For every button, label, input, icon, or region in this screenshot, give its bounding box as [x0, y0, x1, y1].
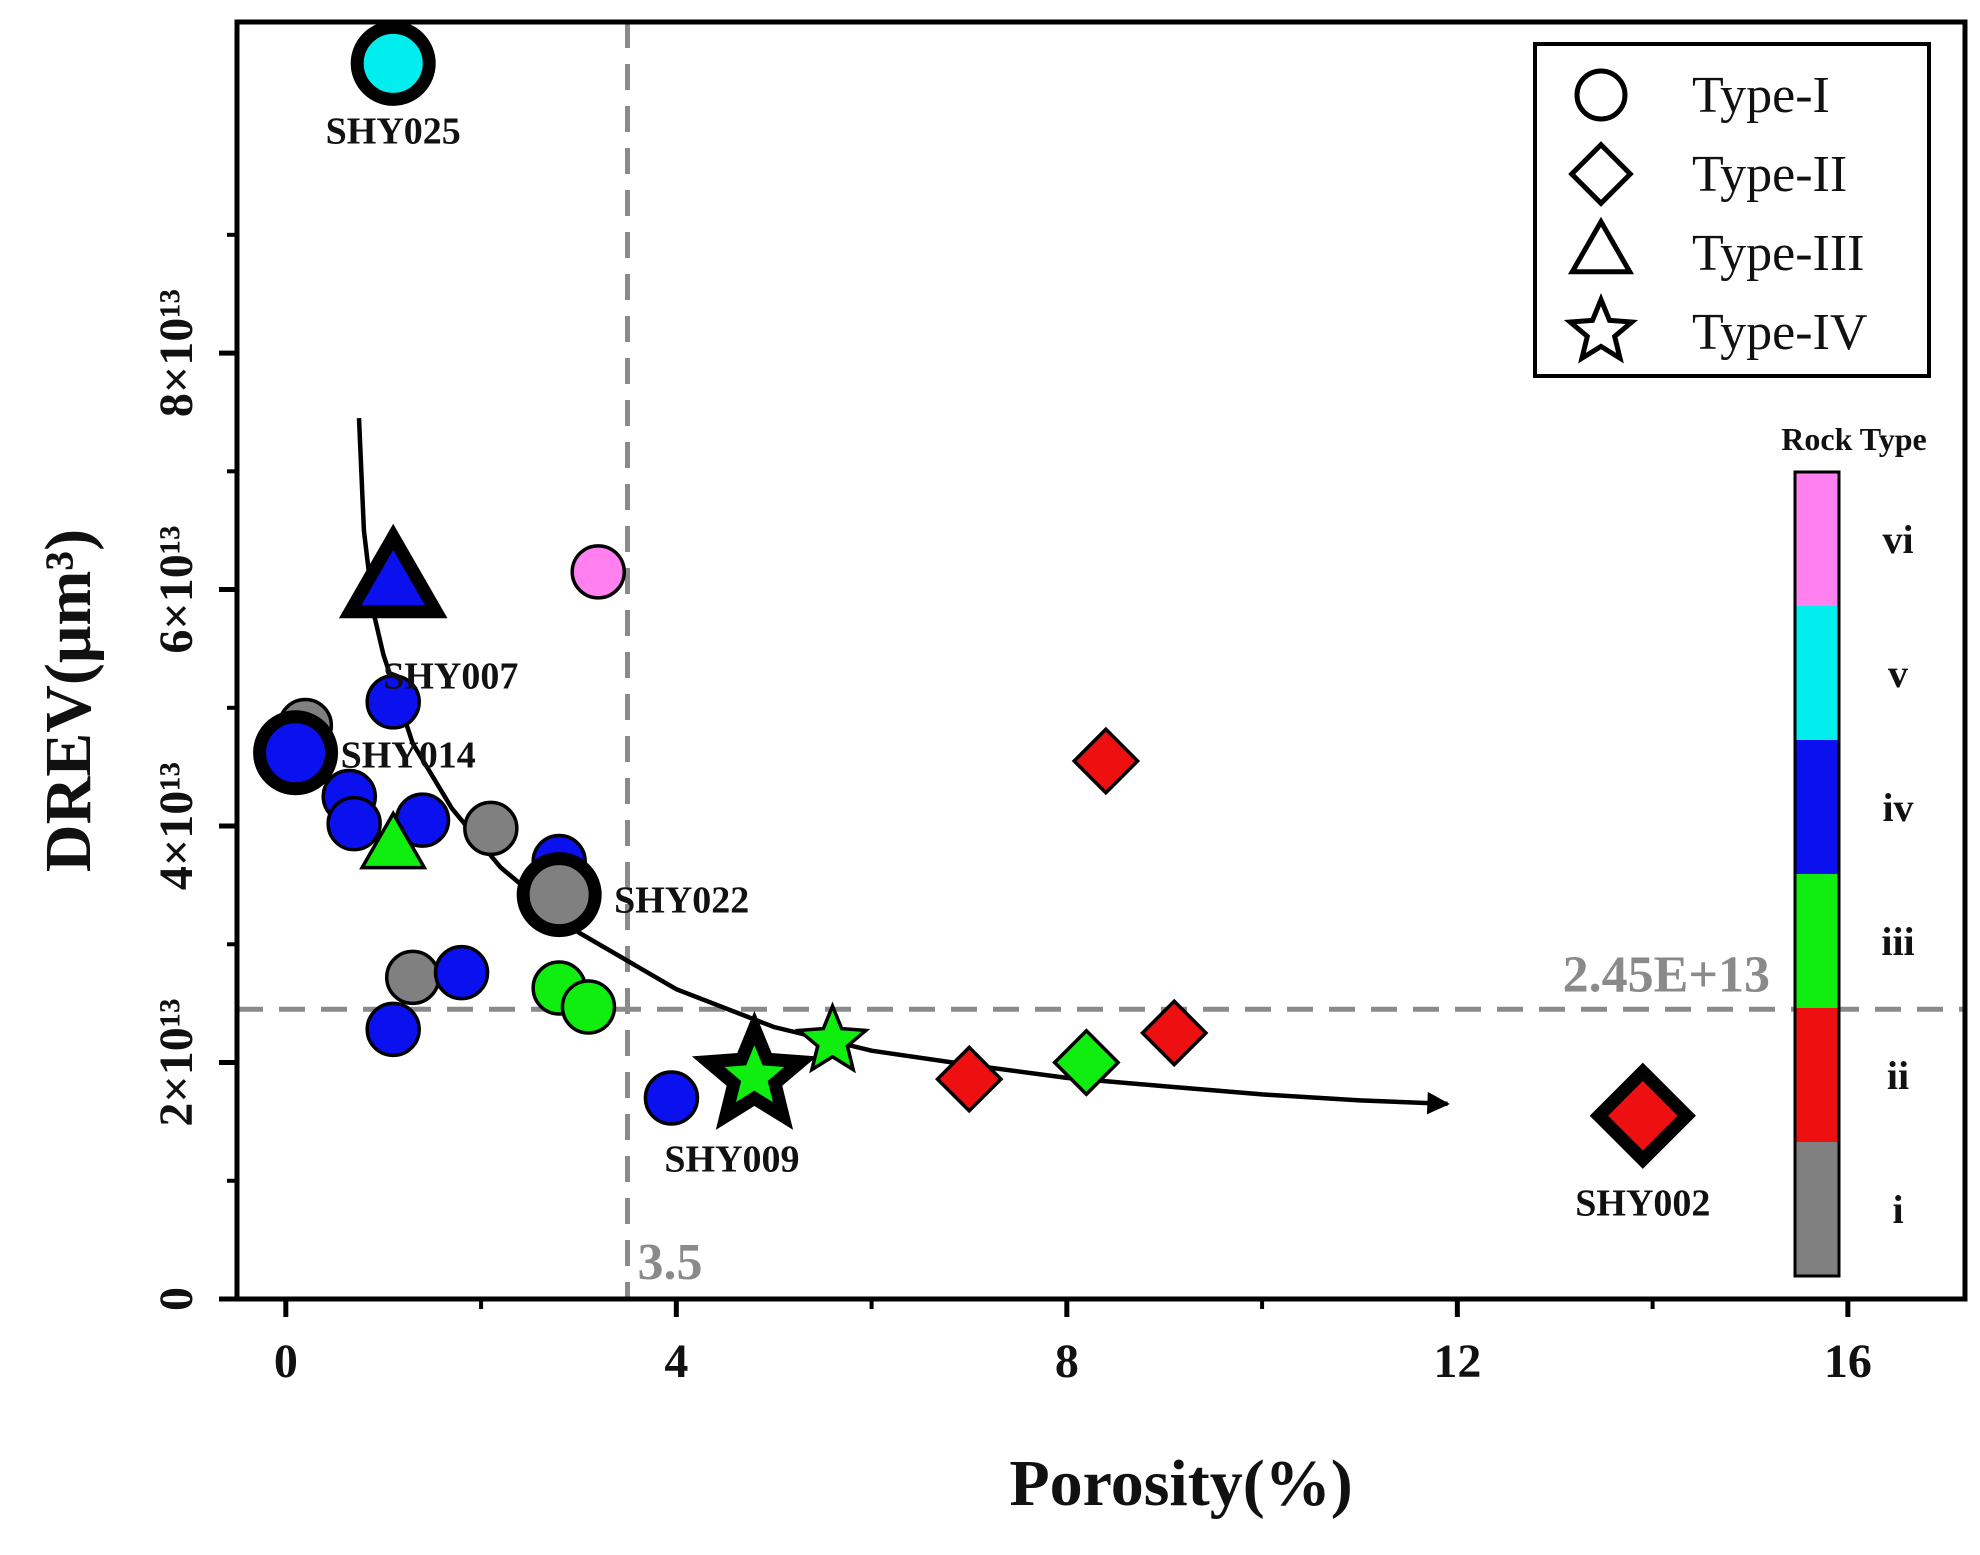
data-point-15	[433, 944, 490, 1001]
y-tick-label: 0	[150, 1287, 203, 1311]
legend-box	[1533, 42, 1931, 378]
data-point-21	[643, 1070, 700, 1126]
y-tick-label: 2×10¹³	[150, 998, 203, 1126]
legend-symbol-triangle	[1567, 216, 1635, 275]
x-tick-label: 0	[274, 1335, 298, 1388]
data-point-19	[794, 1001, 871, 1074]
colorbar-label-iv: iv	[1882, 785, 1913, 830]
data-points	[253, 20, 1696, 1169]
y-axis-title: DREV(μm³)	[32, 529, 105, 872]
legend: Type-I Type-II Type-III Type-IV	[1533, 42, 1931, 378]
data-point-11	[359, 810, 428, 870]
vertical-reference-label: 3.5	[638, 1234, 703, 1291]
point-shy007	[338, 523, 448, 619]
data-point-25	[1071, 726, 1141, 796]
point-label-shy009: SHY009	[664, 1139, 799, 1181]
trend-curve-group	[356, 418, 1450, 1115]
data-point-22	[935, 1044, 1004, 1114]
colorbar-label-ii: ii	[1887, 1053, 1909, 1098]
colorbar-label-iii: iii	[1881, 919, 1914, 964]
point-label-shy007: SHY007	[383, 656, 518, 698]
horizontal-reference-label: 2.45E+13	[1563, 946, 1770, 1003]
legend-label: Type-II	[1692, 146, 1847, 203]
point-labels: SHY025 SHY007 SHY014 SHY022 SHY009 SHY002	[326, 110, 1711, 1224]
data-point-2	[570, 544, 626, 600]
point-shy009	[691, 1010, 817, 1130]
data-point-14	[384, 949, 441, 1006]
legend-symbol-star	[1563, 292, 1639, 364]
colorbar-segment-v	[1795, 606, 1839, 740]
point-shy022	[516, 852, 602, 938]
colorbar-title: Rock Type	[1781, 421, 1927, 457]
x-axis-title: Porosity(%)	[1009, 1447, 1352, 1520]
x-tick-label: 16	[1824, 1335, 1872, 1388]
trend-curve	[356, 418, 1450, 1115]
point-label-shy025: SHY025	[326, 110, 461, 152]
reference-lines: 3.5 2.45E+13	[237, 22, 1965, 1299]
point-label-shy022: SHY022	[614, 880, 749, 922]
data-point-8	[326, 795, 382, 852]
data-point-10	[463, 800, 519, 857]
legend-label: Type-IV	[1692, 304, 1867, 361]
x-tick-label: 8	[1055, 1335, 1079, 1388]
colorbar-label-v: v	[1888, 651, 1908, 696]
colorbar-label-i: i	[1892, 1187, 1903, 1232]
data-point-24	[1140, 998, 1209, 1068]
colorbar-segment-ii	[1795, 1008, 1839, 1142]
legend-label: Type-I	[1692, 67, 1830, 124]
colorbar-segment-iii	[1795, 874, 1839, 1008]
x-tick-label: 12	[1433, 1335, 1481, 1388]
y-axis: 0 2×10¹³ 4×10¹³ 6×10¹³ 8×10¹³	[150, 232, 237, 1311]
point-shy025	[350, 20, 436, 106]
point-shy014	[253, 710, 339, 796]
legend-symbol-circle	[1574, 68, 1628, 122]
y-tick-label: 4×10¹³	[150, 762, 203, 890]
point-label-shy002: SHY002	[1575, 1183, 1710, 1225]
data-point-18	[365, 1001, 421, 1058]
legend-symbol-diamond	[1568, 141, 1634, 207]
colorbar-border	[1793, 470, 1841, 1278]
legend-label: Type-III	[1692, 225, 1864, 282]
data-point-4	[365, 674, 421, 730]
colorbar-segment-vi	[1795, 472, 1839, 606]
y-tick-label: 8×10¹³	[150, 289, 203, 417]
plot-frame	[234, 19, 1968, 1302]
x-axis: 0 4 8 12 16	[274, 1299, 1872, 1388]
x-tick-label: 4	[664, 1335, 688, 1388]
colorbar-label-vi: vi	[1882, 517, 1913, 562]
point-label-shy014: SHY014	[341, 735, 476, 777]
colorbar-segment-iv	[1795, 740, 1839, 874]
point-shy002	[1589, 1062, 1696, 1169]
data-point-17	[560, 979, 617, 1035]
y-tick-label: 6×10¹³	[150, 525, 203, 653]
colorbar-segment-i	[1795, 1142, 1839, 1276]
data-point-23	[1052, 1028, 1121, 1097]
